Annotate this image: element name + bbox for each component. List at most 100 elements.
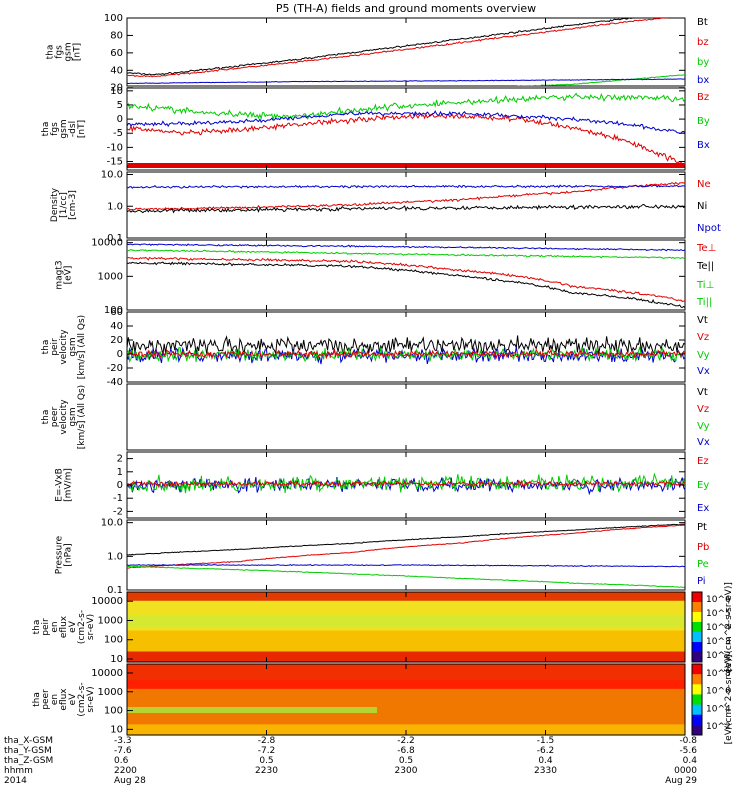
y-tick-label: 0 xyxy=(117,349,123,360)
series-line-By xyxy=(127,92,685,122)
legend-entry: Bt xyxy=(697,17,708,28)
colorbar-tick-label: 10^6 xyxy=(706,595,731,605)
legend-entry: Vx xyxy=(697,366,710,377)
y-tick-label: -20 xyxy=(107,363,123,374)
panel-frame xyxy=(126,239,686,311)
y-axis-label: eV xyxy=(68,693,78,706)
colorbar-tick-label: 10^2 xyxy=(706,651,731,661)
x-axis-value: 0000 xyxy=(674,766,697,776)
spectrogram-band xyxy=(127,604,685,607)
spectrogram-band xyxy=(127,606,685,609)
colorbar-segment xyxy=(692,684,702,695)
y-axis-label: eV xyxy=(68,620,78,633)
spectrogram-band xyxy=(127,669,685,672)
legend-entry: Pt xyxy=(697,522,707,533)
y-tick-label: 2 xyxy=(117,454,123,465)
colorbar-segment xyxy=(692,694,702,706)
y-tick-label: -5 xyxy=(113,128,123,139)
y-tick-label: -1 xyxy=(113,493,123,504)
spectrogram-band xyxy=(127,690,685,693)
spectrogram-band xyxy=(127,683,685,686)
spectrogram-band xyxy=(127,630,685,633)
spectrogram-band xyxy=(127,708,685,711)
panel-frame xyxy=(126,17,686,87)
spectrogram-band xyxy=(127,694,685,697)
x-axis-value: Aug 29 xyxy=(665,776,697,786)
legend-entry: Vz xyxy=(697,332,709,343)
y-axis-label: [nT] xyxy=(77,120,87,138)
spectrogram-band xyxy=(127,704,685,708)
legend-entry: Ni xyxy=(697,201,707,212)
y-tick-label: 5 xyxy=(117,100,123,111)
legend-entry: Pb xyxy=(697,542,709,553)
legend-entry: Ne xyxy=(697,179,711,190)
series-line-Ex xyxy=(127,476,685,496)
colorbar-tick-label: 10^4 xyxy=(706,623,731,633)
y-tick-label: 10.0 xyxy=(101,170,123,181)
panel-8: 0.1 1.0 10.0 Pt Pb Pe Pi Pressure [nPa] xyxy=(55,518,710,596)
series-line-Vt xyxy=(127,335,685,356)
spectrogram-band xyxy=(127,635,685,639)
legend-entry: Ex xyxy=(697,503,709,514)
y-axis-label: Density xyxy=(50,187,60,222)
panel-9: 10 100 1000 10000 10^2 10^3 10^4 10^5 10^6[eV/(c… xyxy=(32,582,734,672)
y-tick-label: 100 xyxy=(104,305,123,316)
y-tick-label: 10 xyxy=(110,724,123,735)
x-axis-value: -7.6 xyxy=(114,746,132,756)
legend-entry: Bx xyxy=(697,140,710,151)
x-axis-value: 0.4 xyxy=(538,756,553,766)
x-axis-value: -2.8 xyxy=(258,736,276,746)
y-tick-label: 100 xyxy=(104,706,123,717)
spectrogram-band xyxy=(127,711,685,715)
x-axis-value: 0.4 xyxy=(683,756,698,766)
spectrogram-band xyxy=(127,726,685,729)
spectrogram-band xyxy=(127,678,685,681)
series-line-Pt xyxy=(127,523,685,556)
spectrogram-band xyxy=(127,671,685,674)
legend-entry: Pe xyxy=(697,559,709,570)
spectrogram-band xyxy=(127,688,685,692)
x-axis-value: 0.5 xyxy=(259,756,273,766)
y-tick-label: 60 xyxy=(110,48,123,59)
x-axis-row-label: tha_Z-GSM xyxy=(4,756,53,766)
x-axis-value: Aug 28 xyxy=(114,776,146,786)
y-axis-label: gsm xyxy=(68,407,78,426)
series-line-Bz xyxy=(127,112,685,166)
x-axis-value: -1.5 xyxy=(537,736,555,746)
spectrogram-band xyxy=(127,701,685,704)
x-axis-row-label: tha_Y-GSM xyxy=(4,746,52,756)
panel-3: 0.1 1.0 10.0 Ne Ni Npot Density [1/cc] [cm-3] xyxy=(50,170,721,244)
y-tick-label: 40 xyxy=(110,65,123,76)
y-axis-label: fgs xyxy=(50,122,60,136)
series-line-Pb xyxy=(127,524,685,569)
spectrogram-band xyxy=(127,692,685,695)
spectrogram-band xyxy=(127,676,685,679)
legend-entry: Bz xyxy=(697,92,709,103)
spectrogram-band xyxy=(127,724,685,727)
panel-frame xyxy=(126,383,686,451)
x-axis-value: -0.8 xyxy=(679,736,697,746)
spectrogram-band xyxy=(127,681,685,685)
y-tick-label: 20 xyxy=(110,335,123,346)
y-tick-label: 1000 xyxy=(98,615,123,626)
colorbar-segment xyxy=(692,632,702,643)
y-tick-label: 1.0 xyxy=(107,201,123,212)
y-axis-label: tha xyxy=(41,410,51,425)
spectrogram-band xyxy=(127,616,685,619)
series-group xyxy=(127,181,685,214)
y-tick-label: 0 xyxy=(117,480,123,491)
panel-10: 10 100 1000 10000 10^2 10^4 10^6 10^8[eV/(cm^2-… xyxy=(32,655,734,745)
spectrogram-band xyxy=(127,627,685,630)
x-axis-row-label: tha_X-GSM xyxy=(4,736,53,746)
y-tick-label: 10000 xyxy=(91,238,123,249)
y-tick-label: 20 xyxy=(110,83,123,94)
y-tick-label: 1 xyxy=(117,467,123,478)
y-tick-label: 10.0 xyxy=(101,518,123,529)
spectrogram-band xyxy=(127,613,685,616)
y-axis-label: peer xyxy=(41,689,51,710)
legend-entry: bx xyxy=(697,75,709,86)
panel-7: -2 -1 0 1 2 Ez Ey Ex E=-VxB [mV/m] xyxy=(55,451,709,519)
spectrogram-band xyxy=(127,634,685,637)
legend-entry: Pi xyxy=(697,576,706,587)
colorbar-tick-label: 10^5 xyxy=(706,609,731,619)
